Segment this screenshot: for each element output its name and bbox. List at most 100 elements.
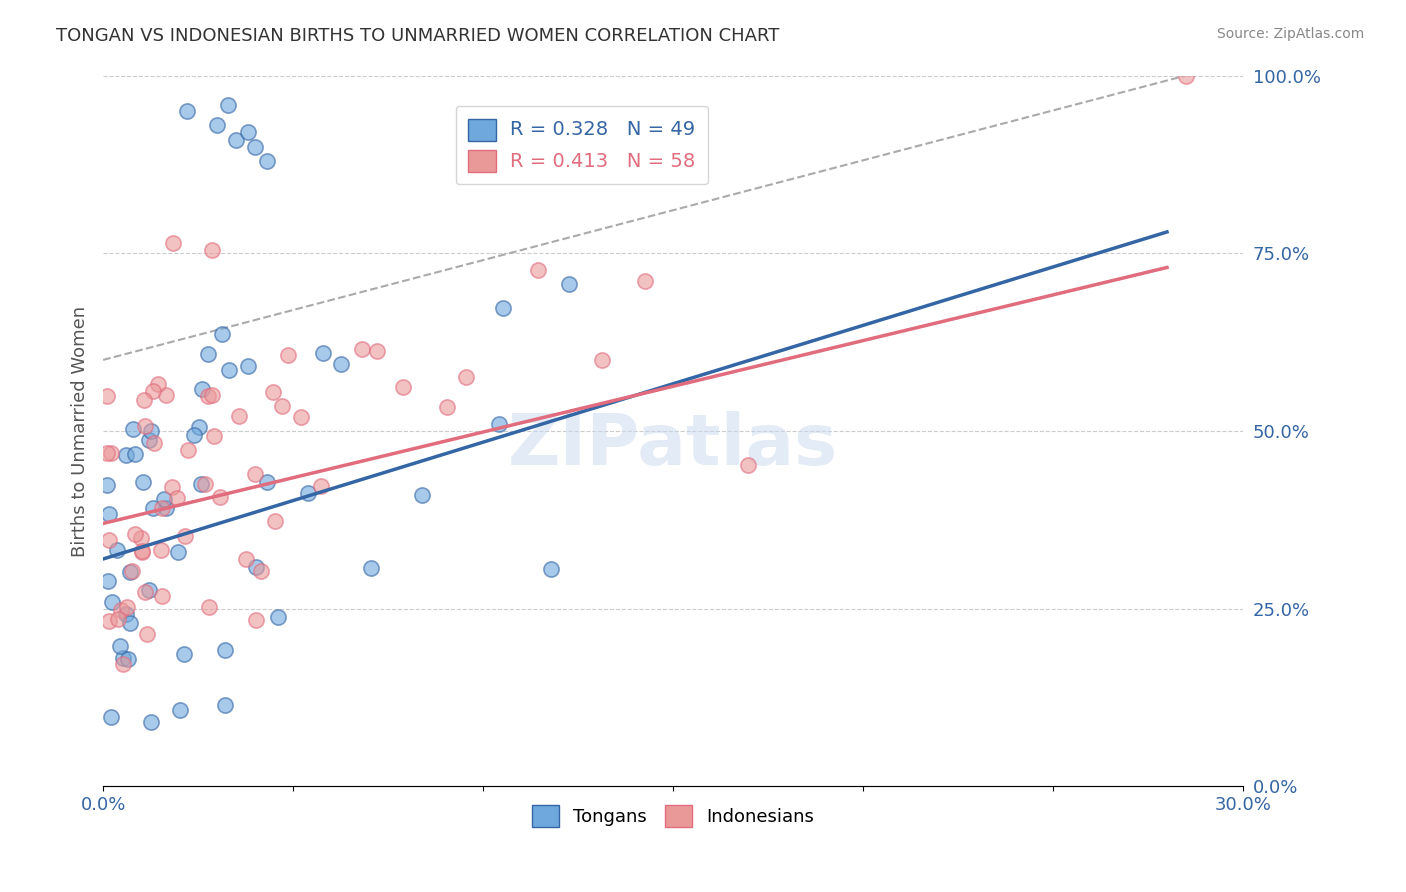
Point xyxy=(411,488,433,502)
Point xyxy=(110,639,132,653)
Point xyxy=(150,500,173,515)
Point xyxy=(228,409,250,424)
Point xyxy=(366,343,388,358)
Point xyxy=(1175,69,1198,83)
Point xyxy=(96,389,118,403)
Point xyxy=(132,475,155,490)
Point xyxy=(243,467,266,481)
Legend: Tongans, Indonesians: Tongans, Indonesians xyxy=(524,797,821,834)
Point xyxy=(146,377,169,392)
Point xyxy=(111,657,134,671)
Point xyxy=(309,479,332,493)
Point xyxy=(256,153,278,168)
Point xyxy=(97,574,120,588)
Point xyxy=(235,552,257,566)
Point xyxy=(277,348,299,362)
Point xyxy=(153,492,176,507)
Point xyxy=(256,475,278,490)
Point xyxy=(217,98,239,112)
Point xyxy=(173,647,195,661)
Point xyxy=(205,118,228,132)
Point xyxy=(225,132,247,146)
Text: TONGAN VS INDONESIAN BIRTHS TO UNMARRIED WOMEN CORRELATION CHART: TONGAN VS INDONESIAN BIRTHS TO UNMARRIED… xyxy=(56,27,779,45)
Point xyxy=(197,389,219,403)
Point xyxy=(197,346,219,360)
Point xyxy=(124,526,146,541)
Point xyxy=(527,263,550,277)
Point xyxy=(98,533,121,547)
Point xyxy=(101,595,124,609)
Point xyxy=(188,419,211,434)
Point xyxy=(162,235,184,250)
Point xyxy=(166,491,188,505)
Point xyxy=(155,501,177,516)
Point xyxy=(100,445,122,459)
Point xyxy=(120,615,142,630)
Point xyxy=(112,651,135,665)
Point xyxy=(352,342,374,356)
Point xyxy=(737,458,759,472)
Point xyxy=(141,715,163,730)
Point xyxy=(391,380,413,394)
Point xyxy=(167,544,190,558)
Point xyxy=(142,501,165,516)
Point xyxy=(290,409,312,424)
Point xyxy=(190,477,212,491)
Point xyxy=(243,139,266,153)
Point xyxy=(141,424,163,438)
Point xyxy=(110,603,132,617)
Point xyxy=(115,599,138,614)
Point xyxy=(138,433,160,447)
Point xyxy=(98,507,121,521)
Point xyxy=(176,104,198,119)
Point xyxy=(558,277,581,292)
Point xyxy=(121,564,143,578)
Y-axis label: Births to Unmarried Women: Births to Unmarried Women xyxy=(72,305,89,557)
Point xyxy=(492,301,515,315)
Point xyxy=(202,428,225,442)
Point xyxy=(131,545,153,559)
Point xyxy=(270,399,292,413)
Point xyxy=(114,448,136,462)
Point xyxy=(160,480,183,494)
Point xyxy=(456,370,478,384)
Point xyxy=(134,584,156,599)
Point xyxy=(236,359,259,373)
Point xyxy=(114,607,136,621)
Point xyxy=(143,435,166,450)
Point xyxy=(540,562,562,576)
Point xyxy=(138,583,160,598)
Point xyxy=(134,418,156,433)
Point xyxy=(436,400,458,414)
Point xyxy=(124,447,146,461)
Point xyxy=(245,560,267,574)
Point xyxy=(267,609,290,624)
Point xyxy=(183,427,205,442)
Point xyxy=(264,514,287,528)
Point xyxy=(201,388,224,402)
Point xyxy=(152,589,174,603)
Point xyxy=(208,491,231,505)
Point xyxy=(131,544,153,558)
Point xyxy=(129,531,152,545)
Point xyxy=(218,362,240,376)
Point xyxy=(155,388,177,402)
Point xyxy=(100,710,122,724)
Point xyxy=(297,486,319,500)
Point xyxy=(262,385,284,400)
Point xyxy=(194,477,217,491)
Point xyxy=(174,529,197,543)
Point xyxy=(121,422,143,436)
Point xyxy=(136,627,159,641)
Point xyxy=(134,392,156,407)
Point xyxy=(105,542,128,557)
Point xyxy=(117,652,139,666)
Point xyxy=(177,442,200,457)
Point xyxy=(198,600,221,615)
Point xyxy=(211,326,233,341)
Point xyxy=(191,382,214,396)
Point xyxy=(96,446,118,460)
Text: Source: ZipAtlas.com: Source: ZipAtlas.com xyxy=(1216,27,1364,41)
Point xyxy=(360,561,382,575)
Text: ZIPatlas: ZIPatlas xyxy=(508,410,838,480)
